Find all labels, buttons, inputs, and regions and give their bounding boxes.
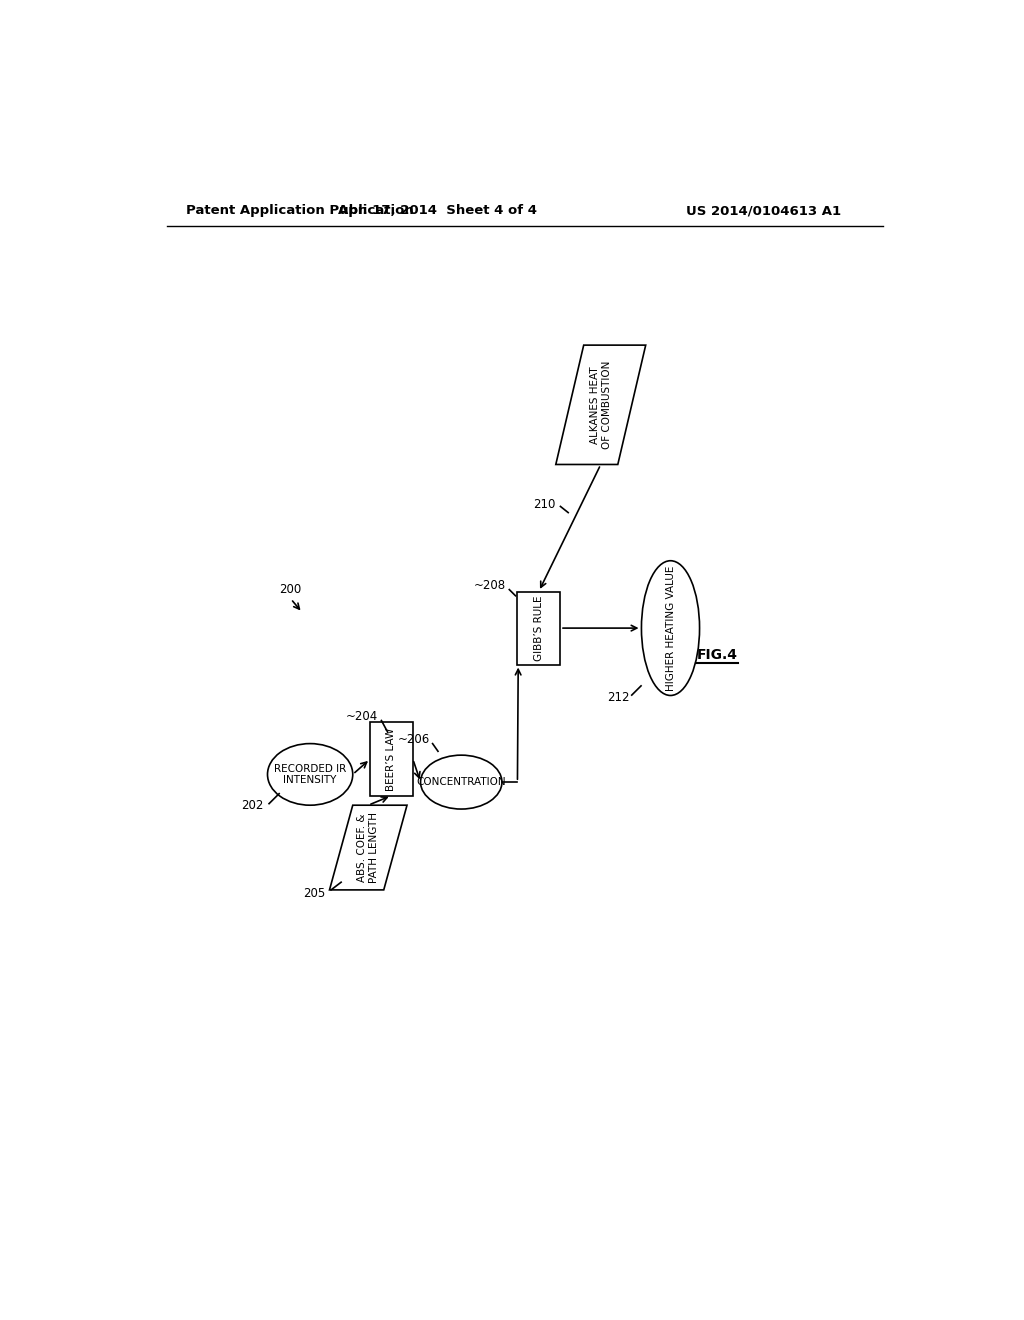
Text: GIBB’S RULE: GIBB’S RULE (534, 595, 544, 661)
Text: 212: 212 (607, 690, 630, 704)
Bar (371, 722, 413, 796)
Text: RECORDED IR
INTENSITY: RECORDED IR INTENSITY (274, 763, 346, 785)
Text: FIG.4: FIG.4 (696, 648, 737, 663)
Bar (517, 591, 560, 665)
Text: Patent Application Publication: Patent Application Publication (186, 205, 414, 218)
Text: 202: 202 (242, 799, 263, 812)
Text: US 2014/0104613 A1: US 2014/0104613 A1 (686, 205, 841, 218)
Text: 200: 200 (280, 583, 301, 597)
Text: 205: 205 (303, 887, 326, 900)
Text: ALKANES HEAT
OF COMBUSTION: ALKANES HEAT OF COMBUSTION (590, 360, 611, 449)
Text: ABS. COEF. &
PATH LENGTH: ABS. COEF. & PATH LENGTH (357, 812, 379, 883)
Text: ~206: ~206 (398, 733, 430, 746)
Text: ~204: ~204 (345, 710, 378, 723)
Text: 210: 210 (534, 499, 556, 511)
Text: HIGHER HEATING VALUE: HIGHER HEATING VALUE (666, 565, 676, 690)
Text: Apr. 17, 2014  Sheet 4 of 4: Apr. 17, 2014 Sheet 4 of 4 (339, 205, 538, 218)
Text: ~208: ~208 (474, 579, 506, 593)
Text: CONCENTRATION: CONCENTRATION (417, 777, 506, 787)
Text: BEER’S LAW: BEER’S LAW (386, 727, 396, 791)
